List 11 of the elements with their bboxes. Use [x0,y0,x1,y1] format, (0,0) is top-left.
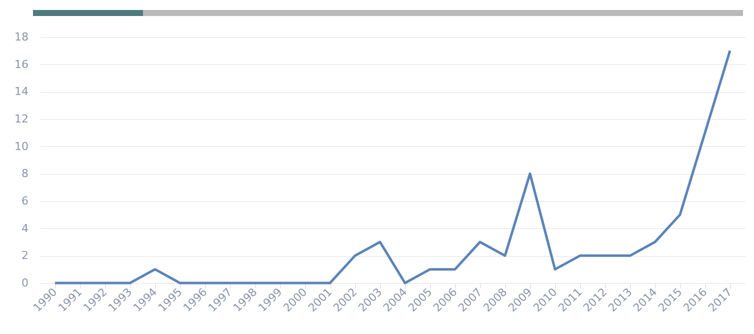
y-tick-label: 18 [14,30,28,44]
y-tick-label: 2 [22,249,28,262]
y-tick-label: 10 [14,140,28,153]
y-tick-label: 14 [14,85,28,98]
y-tick-label: 16 [14,58,28,71]
y-tick-label: 12 [14,112,28,126]
y-tick-label: 8 [22,167,28,180]
y-tick-label: 6 [22,194,28,208]
line-series [54,49,732,284]
y-tick-label: 4 [22,222,28,235]
y-tick-label: 0 [22,276,28,290]
